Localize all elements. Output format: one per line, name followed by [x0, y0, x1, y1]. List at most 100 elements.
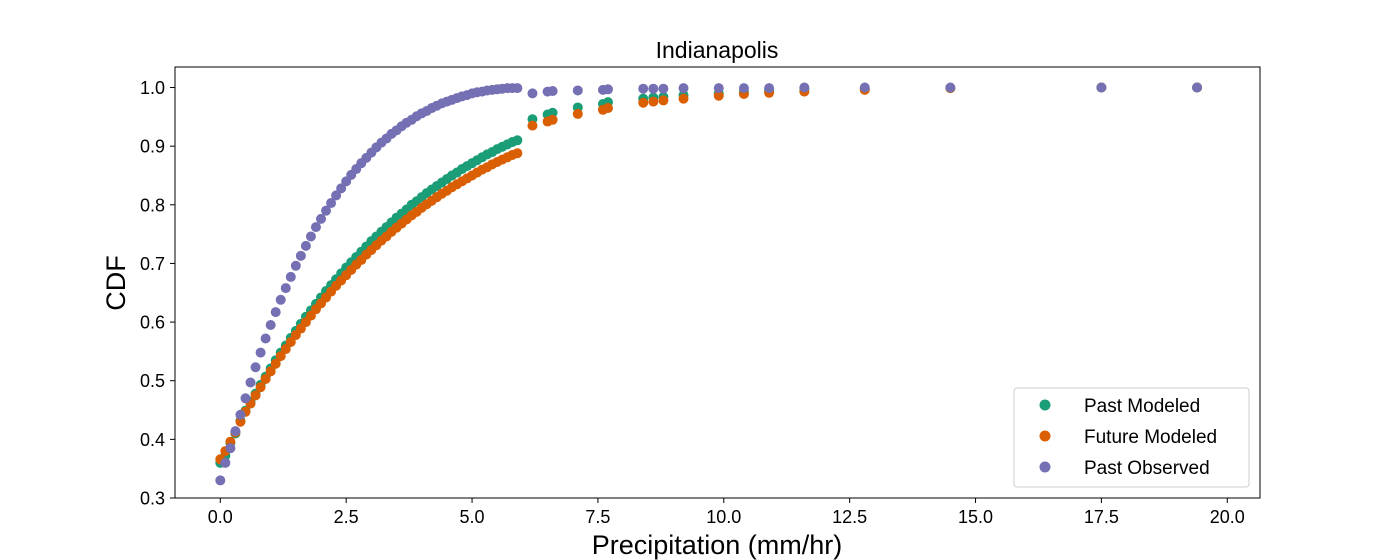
x-tick-label: 7.5 [585, 507, 610, 527]
x-tick-label: 17.5 [1084, 507, 1119, 527]
data-point [799, 82, 810, 93]
data-point [512, 83, 523, 94]
data-point [572, 85, 583, 96]
data-point [300, 240, 311, 251]
x-tick-label: 0.0 [208, 507, 233, 527]
x-tick-label: 12.5 [832, 507, 867, 527]
data-point [245, 377, 256, 388]
x-axis-ticks: 0.0 2.5 5.0 7.5 10.0 12.5 15.0 17.5 20.0 [208, 498, 1245, 527]
data-point [945, 82, 956, 93]
data-point [336, 183, 347, 194]
data-point [215, 475, 226, 486]
data-point [764, 83, 775, 94]
data-point [316, 213, 327, 224]
data-point [859, 82, 870, 93]
x-tick-label: 5.0 [460, 507, 485, 527]
legend-item: Future Modeled [1039, 427, 1217, 448]
data-point [638, 83, 649, 94]
data-point [260, 333, 271, 344]
data-point [305, 231, 316, 242]
data-point [280, 283, 291, 294]
series-2 [215, 82, 1203, 486]
data-point [512, 148, 523, 159]
data-point [260, 373, 271, 384]
data-point [255, 347, 266, 358]
data-point [527, 120, 538, 131]
x-tick-label: 2.5 [334, 507, 359, 527]
x-tick-label: 10.0 [706, 507, 741, 527]
data-point [310, 222, 321, 233]
data-point [265, 366, 276, 377]
y-tick-label: 0.9 [140, 137, 165, 157]
data-point [658, 95, 669, 106]
data-point [602, 84, 613, 95]
data-point [270, 358, 281, 369]
data-point [285, 337, 296, 348]
legend-marker [1039, 430, 1051, 442]
data-point [527, 88, 538, 99]
legend-label: Past Observed [1084, 458, 1210, 479]
data-points [215, 82, 1203, 486]
data-point [280, 344, 291, 355]
data-point [547, 86, 558, 97]
y-axis-label: CDF [101, 255, 131, 311]
data-point [326, 198, 337, 209]
data-point [572, 108, 583, 119]
data-point [1192, 82, 1203, 93]
data-point [275, 294, 286, 305]
data-point [648, 96, 659, 107]
legend-marker [1039, 461, 1051, 473]
y-axis-ticks: 0.3 0.4 0.5 0.6 0.7 0.8 0.9 1.0 [140, 78, 175, 509]
data-point [250, 390, 261, 401]
data-point [678, 83, 689, 94]
data-point [658, 83, 669, 94]
data-point [220, 457, 231, 468]
data-point [638, 97, 649, 108]
x-axis-label: Precipitation (mm/hr) [592, 530, 843, 560]
y-tick-label: 1.0 [140, 78, 165, 98]
data-point [290, 260, 301, 271]
data-point [250, 362, 261, 373]
y-tick-label: 0.8 [140, 195, 165, 215]
data-point [255, 382, 266, 393]
y-tick-label: 0.3 [140, 489, 165, 509]
data-point [678, 93, 689, 104]
data-point [331, 190, 342, 201]
data-point [295, 250, 306, 261]
data-point [240, 393, 251, 404]
data-point [235, 416, 246, 427]
data-point [285, 271, 296, 282]
x-tick-label: 20.0 [1210, 507, 1245, 527]
legend-frame [1013, 387, 1250, 488]
data-point [275, 351, 286, 362]
data-point [230, 426, 241, 437]
y-tick-label: 0.7 [140, 254, 165, 274]
data-point [602, 103, 613, 114]
data-point [270, 307, 281, 318]
legend-label: Past Modeled [1084, 396, 1200, 417]
data-point [1096, 82, 1107, 93]
data-point [265, 320, 276, 331]
legend-items: Past Modeled Future Modeled Past Observed [1039, 396, 1217, 479]
legend: Past Modeled Future Modeled Past Observed [1013, 387, 1250, 488]
y-tick-label: 0.4 [140, 430, 165, 450]
chart-title: Indianapolis [656, 37, 779, 63]
legend-item: Past Observed [1039, 458, 1210, 479]
y-tick-label: 0.5 [140, 371, 165, 391]
data-point [547, 114, 558, 125]
legend-item: Past Modeled [1039, 396, 1200, 417]
data-point [713, 83, 724, 94]
legend-label: Future Modeled [1084, 427, 1217, 448]
data-point [235, 409, 246, 420]
data-point [738, 83, 749, 94]
data-point [547, 107, 558, 118]
data-point [512, 135, 523, 146]
data-point [321, 205, 332, 216]
x-tick-label: 15.0 [958, 507, 993, 527]
legend-marker [1039, 399, 1051, 411]
y-tick-label: 0.6 [140, 313, 165, 333]
data-point [648, 83, 659, 94]
data-point [713, 90, 724, 101]
data-point [225, 443, 236, 454]
